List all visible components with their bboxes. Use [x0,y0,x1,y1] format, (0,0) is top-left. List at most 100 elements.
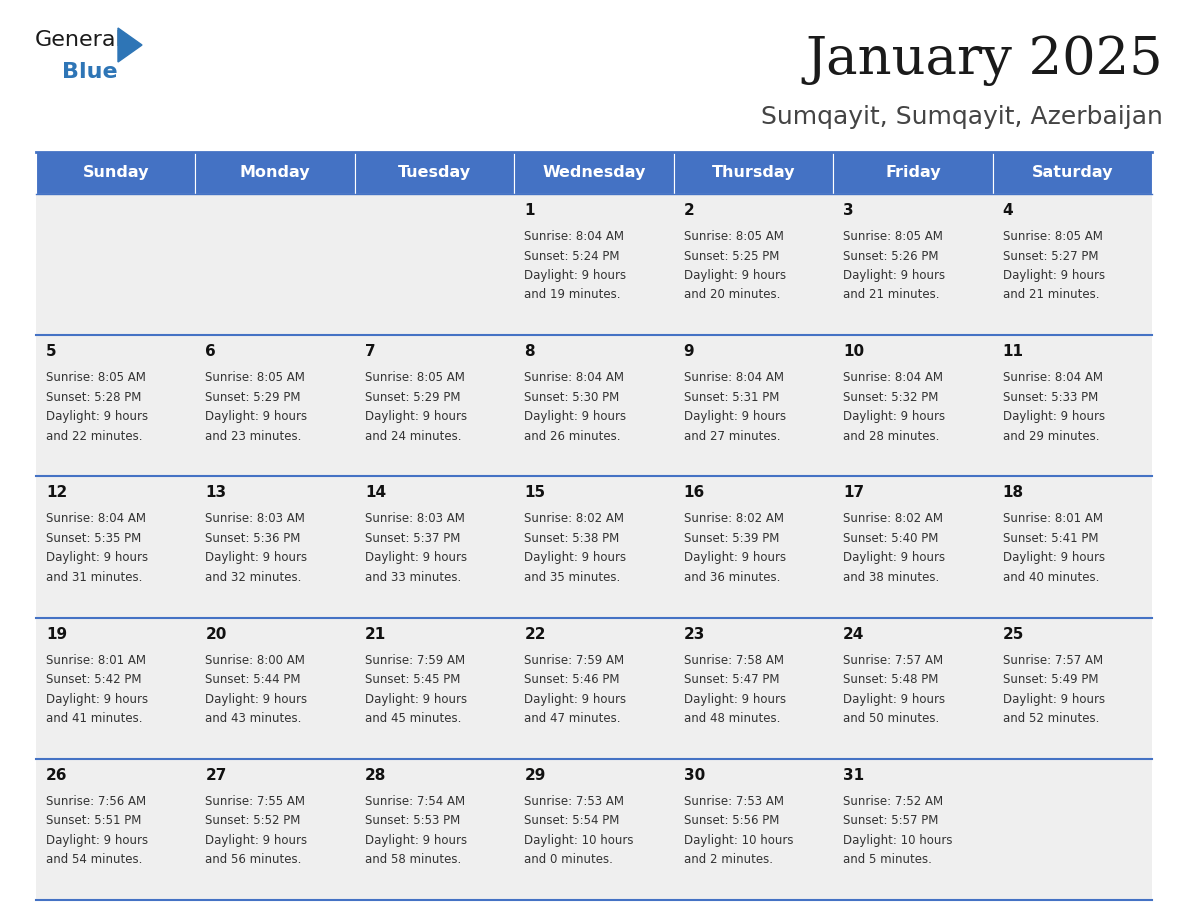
Text: Sunrise: 7:57 AM: Sunrise: 7:57 AM [1003,654,1102,666]
Text: Daylight: 9 hours: Daylight: 9 hours [684,552,785,565]
Text: Daylight: 9 hours: Daylight: 9 hours [1003,269,1105,282]
Text: and 43 minutes.: and 43 minutes. [206,712,302,725]
Bar [514,152,674,194]
Text: 14: 14 [365,486,386,500]
Text: Sunrise: 7:53 AM: Sunrise: 7:53 AM [524,795,624,808]
Bar [196,618,355,759]
Text: and 45 minutes.: and 45 minutes. [365,712,461,725]
Text: Thursday: Thursday [712,165,795,181]
Text: and 33 minutes.: and 33 minutes. [365,571,461,584]
Text: Sunset: 5:24 PM: Sunset: 5:24 PM [524,250,620,263]
Bar [833,759,992,900]
Bar [514,335,674,476]
Text: Sunrise: 8:03 AM: Sunrise: 8:03 AM [206,512,305,525]
Text: Sunset: 5:27 PM: Sunset: 5:27 PM [1003,250,1098,263]
Text: Daylight: 9 hours: Daylight: 9 hours [365,410,467,423]
Bar [833,152,992,194]
Text: and 20 minutes.: and 20 minutes. [684,288,781,301]
Text: 18: 18 [1003,486,1024,500]
Bar [674,759,833,900]
Text: Daylight: 9 hours: Daylight: 9 hours [365,834,467,846]
Text: Blue: Blue [62,62,118,82]
Text: Sunrise: 8:04 AM: Sunrise: 8:04 AM [684,371,784,385]
Text: Sunset: 5:56 PM: Sunset: 5:56 PM [684,814,779,827]
Text: and 36 minutes.: and 36 minutes. [684,571,781,584]
Text: Daylight: 9 hours: Daylight: 9 hours [684,692,785,706]
Bar [196,335,355,476]
Text: Friday: Friday [885,165,941,181]
Polygon shape [118,28,143,62]
Text: Daylight: 9 hours: Daylight: 9 hours [46,552,148,565]
Bar [833,194,992,335]
Bar [355,759,514,900]
Text: Sunrise: 8:05 AM: Sunrise: 8:05 AM [206,371,305,385]
Text: Daylight: 9 hours: Daylight: 9 hours [843,692,946,706]
Text: Sumqayit, Sumqayit, Azerbaijan: Sumqayit, Sumqayit, Azerbaijan [762,105,1163,129]
Text: Sunset: 5:30 PM: Sunset: 5:30 PM [524,391,619,404]
Bar [514,194,674,335]
Text: Daylight: 9 hours: Daylight: 9 hours [46,834,148,846]
Text: and 21 minutes.: and 21 minutes. [1003,288,1099,301]
Bar [36,335,196,476]
Text: Sunset: 5:52 PM: Sunset: 5:52 PM [206,814,301,827]
Text: and 5 minutes.: and 5 minutes. [843,854,933,867]
Text: Sunrise: 8:04 AM: Sunrise: 8:04 AM [524,230,624,243]
Text: 30: 30 [684,767,704,783]
Bar [36,476,196,618]
Text: 28: 28 [365,767,386,783]
Text: Daylight: 9 hours: Daylight: 9 hours [1003,552,1105,565]
Text: Sunset: 5:48 PM: Sunset: 5:48 PM [843,673,939,686]
Text: Sunrise: 8:02 AM: Sunrise: 8:02 AM [684,512,784,525]
Text: 21: 21 [365,627,386,642]
Text: Sunrise: 7:55 AM: Sunrise: 7:55 AM [206,795,305,808]
Text: Daylight: 9 hours: Daylight: 9 hours [46,410,148,423]
Text: Sunset: 5:49 PM: Sunset: 5:49 PM [1003,673,1098,686]
Text: Sunset: 5:40 PM: Sunset: 5:40 PM [843,532,939,545]
Bar [992,152,1152,194]
Text: Sunrise: 8:04 AM: Sunrise: 8:04 AM [843,371,943,385]
Text: 17: 17 [843,486,864,500]
Bar [992,476,1152,618]
Bar [355,152,514,194]
Text: 29: 29 [524,767,545,783]
Text: Sunrise: 8:05 AM: Sunrise: 8:05 AM [684,230,784,243]
Bar [355,618,514,759]
Text: 13: 13 [206,486,227,500]
Text: and 24 minutes.: and 24 minutes. [365,430,461,442]
Text: Sunset: 5:32 PM: Sunset: 5:32 PM [843,391,939,404]
Text: Sunset: 5:25 PM: Sunset: 5:25 PM [684,250,779,263]
Text: Daylight: 9 hours: Daylight: 9 hours [206,834,308,846]
Text: 26: 26 [46,767,68,783]
Text: 16: 16 [684,486,704,500]
Text: Sunset: 5:39 PM: Sunset: 5:39 PM [684,532,779,545]
Text: Daylight: 10 hours: Daylight: 10 hours [843,834,953,846]
Text: 20: 20 [206,627,227,642]
Bar [992,618,1152,759]
Text: Sunday: Sunday [82,165,148,181]
Text: 4: 4 [1003,203,1013,218]
Text: Sunrise: 8:05 AM: Sunrise: 8:05 AM [843,230,943,243]
Text: January 2025: January 2025 [805,35,1163,86]
Text: Daylight: 9 hours: Daylight: 9 hours [206,692,308,706]
Text: and 47 minutes.: and 47 minutes. [524,712,621,725]
Text: Daylight: 9 hours: Daylight: 9 hours [1003,410,1105,423]
Bar [674,476,833,618]
Text: and 52 minutes.: and 52 minutes. [1003,712,1099,725]
Text: and 50 minutes.: and 50 minutes. [843,712,940,725]
Bar [833,476,992,618]
Text: 25: 25 [1003,627,1024,642]
Text: 5: 5 [46,344,57,359]
Text: and 38 minutes.: and 38 minutes. [843,571,940,584]
Text: Sunset: 5:26 PM: Sunset: 5:26 PM [843,250,939,263]
Text: Sunset: 5:36 PM: Sunset: 5:36 PM [206,532,301,545]
Text: Daylight: 9 hours: Daylight: 9 hours [46,692,148,706]
Text: Sunrise: 8:04 AM: Sunrise: 8:04 AM [46,512,146,525]
Text: Daylight: 9 hours: Daylight: 9 hours [365,552,467,565]
Text: Sunset: 5:57 PM: Sunset: 5:57 PM [843,814,939,827]
Text: and 27 minutes.: and 27 minutes. [684,430,781,442]
Text: and 28 minutes.: and 28 minutes. [843,430,940,442]
Text: Daylight: 9 hours: Daylight: 9 hours [365,692,467,706]
Bar [196,759,355,900]
Text: Sunset: 5:44 PM: Sunset: 5:44 PM [206,673,301,686]
Text: Sunrise: 8:00 AM: Sunrise: 8:00 AM [206,654,305,666]
